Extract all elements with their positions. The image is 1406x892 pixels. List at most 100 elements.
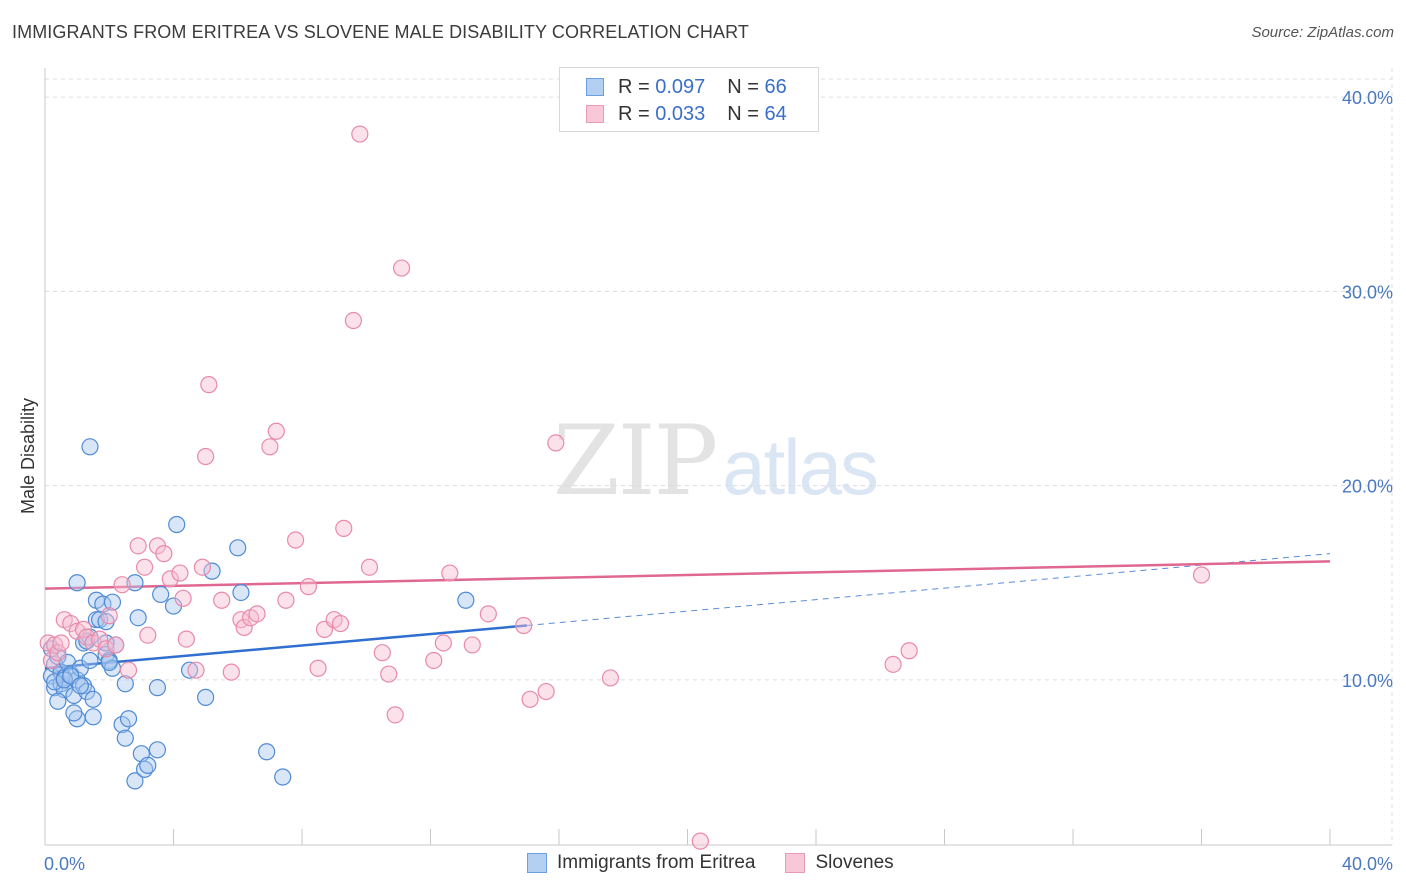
- slovene-point: [537, 682, 555, 701]
- bottom-legend-label-slovenes: Slovenes: [815, 852, 894, 873]
- eritrea-trend-extension: [526, 553, 1331, 626]
- slovene-point: [344, 311, 362, 330]
- slovene-point: [425, 651, 443, 670]
- slovene-point: [139, 626, 157, 644]
- slovene-point: [68, 622, 86, 640]
- watermark-zip: ZIP: [553, 405, 718, 517]
- eritrea-point: [152, 585, 170, 604]
- slovene-point: [691, 832, 709, 850]
- series-eritrea: [42, 438, 475, 790]
- eritrea-point: [84, 690, 102, 708]
- slovene-point: [335, 519, 353, 537]
- slovene-point: [107, 636, 125, 654]
- series-slovenes: [39, 102, 1211, 850]
- legend-n-value: 64: [764, 102, 787, 125]
- eritrea-point: [100, 653, 118, 672]
- slovene-point: [434, 634, 452, 652]
- eritrea-point: [126, 772, 144, 790]
- eritrea-trend-line: [44, 624, 527, 670]
- slovene-point: [197, 447, 215, 466]
- eritrea-point: [84, 708, 102, 726]
- bottom-legend-item-eritrea: Immigrants from Eritrea: [527, 852, 755, 874]
- slovene-point: [309, 659, 327, 677]
- legend-swatch-eritrea: [586, 78, 604, 96]
- eritrea-point: [116, 729, 134, 747]
- slovene-point: [261, 438, 279, 456]
- legend-n-label: N =: [727, 75, 759, 98]
- slovene-point: [286, 531, 305, 549]
- slovene-point: [177, 630, 195, 648]
- slovene-point: [135, 558, 154, 576]
- eritrea-point: [229, 539, 247, 557]
- slovene-point: [515, 616, 533, 635]
- legend-n-value: 66: [764, 75, 787, 98]
- bottom-legend-swatch-eritrea: [527, 853, 547, 873]
- slovene-point: [299, 578, 318, 596]
- legend-r-label: R =: [618, 102, 650, 125]
- eritrea-point: [116, 675, 134, 693]
- legend-n-label: N =: [727, 102, 759, 125]
- bottom-legend: Immigrants from Eritrea Slovenes: [527, 852, 924, 874]
- eritrea-point: [49, 692, 67, 710]
- slovene-point: [129, 537, 147, 555]
- slovene-point: [174, 589, 192, 607]
- slovene-point: [100, 607, 118, 625]
- tick-labels: 10.0% 20.0% 30.0% 40.0% 0.0% 40.0%: [44, 88, 1393, 874]
- slovene-point: [884, 655, 902, 673]
- eritrea-point: [81, 651, 99, 670]
- slovene-point: [171, 564, 189, 582]
- y-tick-label: 10.0%: [1342, 671, 1393, 691]
- watermark: ZIPatlas: [553, 405, 879, 517]
- y-tick-label: 30.0%: [1342, 282, 1393, 302]
- slovene-point: [521, 690, 539, 708]
- slovene-point: [360, 558, 379, 576]
- slovene-point: [187, 661, 205, 679]
- slovene-point: [193, 558, 212, 576]
- slovene-point: [601, 669, 620, 687]
- slovene-point: [373, 644, 391, 662]
- eritrea-point: [180, 661, 199, 679]
- source-label: Source: ZipAtlas.com: [1251, 24, 1394, 41]
- slovene-point: [392, 259, 411, 277]
- trend-lines: [44, 553, 1331, 670]
- eritrea-point: [258, 743, 276, 761]
- slovene-point: [91, 630, 109, 648]
- slovene-point: [155, 545, 173, 563]
- slovene-point: [479, 605, 497, 623]
- eritrea-point: [119, 710, 138, 728]
- eritrea-point: [274, 768, 292, 786]
- legend-box: R = 0.097 N = 66 R = 0.033 N = 64: [559, 67, 819, 132]
- chart-title: IMMIGRANTS FROM ERITREA VS SLOVENE MALE …: [12, 22, 749, 42]
- slovene-point: [200, 376, 218, 394]
- slovene-point: [119, 661, 138, 679]
- eritrea-point: [197, 688, 215, 706]
- eritrea-point: [232, 583, 250, 602]
- slovene-point: [351, 125, 369, 143]
- x-tick-label: 40.0%: [1342, 854, 1393, 874]
- slovene-trend-line: [44, 560, 1331, 590]
- eritrea-point: [148, 741, 167, 759]
- bottom-legend-swatch-slovenes: [785, 853, 806, 873]
- slovene-point: [52, 634, 70, 652]
- slovene-point: [97, 640, 115, 658]
- slovene-point: [331, 614, 350, 633]
- slovene-point: [222, 663, 240, 681]
- eritrea-point: [168, 515, 186, 534]
- eritrea-point: [113, 715, 131, 734]
- eritrea-point: [103, 593, 122, 611]
- legend-swatch-slovenes: [586, 105, 604, 123]
- slovene-point: [113, 576, 131, 594]
- eritrea-point: [65, 704, 83, 722]
- slovene-point: [213, 591, 231, 609]
- slovene-point: [547, 434, 565, 452]
- grid-lines: [45, 68, 1393, 845]
- eritrea-point: [129, 609, 147, 627]
- watermark-atlas: atlas: [722, 423, 879, 511]
- slovene-point: [235, 618, 253, 637]
- eritrea-point: [148, 679, 167, 697]
- legend-r-value: 0.033: [655, 102, 706, 125]
- slovene-point: [161, 570, 179, 588]
- bottom-legend-label-eritrea: Immigrants from Eritrea: [557, 852, 756, 873]
- axes: [44, 68, 1392, 846]
